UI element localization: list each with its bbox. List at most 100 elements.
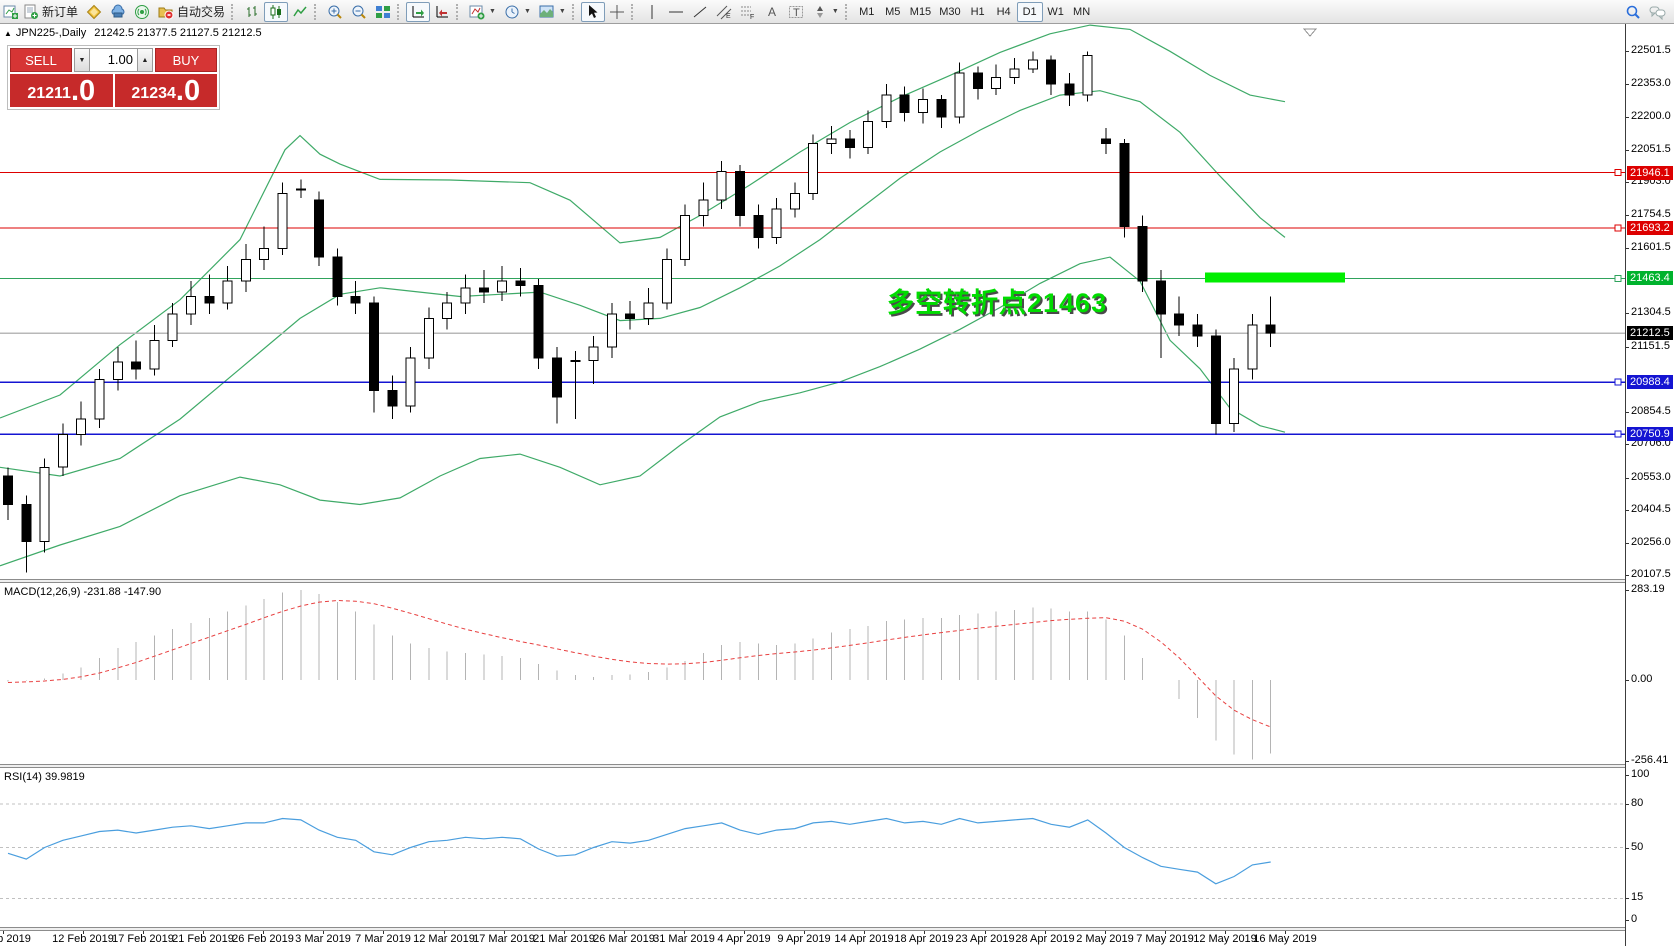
- strategy-tester-icon[interactable]: [134, 4, 150, 20]
- rsi-pane[interactable]: [0, 768, 1625, 927]
- autotrading-icon: [158, 4, 174, 20]
- chevron-down-icon: ▼: [558, 8, 566, 15]
- price-level-label[interactable]: 21212.5: [1627, 326, 1673, 340]
- date-tick: [383, 931, 384, 934]
- axis-tick: [1626, 313, 1629, 314]
- search-button[interactable]: [1621, 2, 1645, 22]
- trendline-button[interactable]: [688, 2, 712, 22]
- buy-price[interactable]: 21234.0: [114, 74, 217, 107]
- date-tick: [564, 931, 565, 934]
- svg-text:F: F: [750, 14, 754, 20]
- timeframe-m15[interactable]: M15: [909, 5, 932, 18]
- chat-button[interactable]: [1645, 2, 1671, 22]
- svg-text:T: T: [793, 7, 800, 19]
- horizontal-line-button[interactable]: [664, 2, 688, 22]
- timeframe-m30[interactable]: M30: [939, 5, 961, 18]
- collapse-triangle-icon[interactable]: ▲: [4, 29, 12, 38]
- macd-pane[interactable]: [0, 583, 1625, 764]
- price-level-label[interactable]: 21463.4: [1627, 271, 1673, 285]
- date-tick: [444, 931, 445, 934]
- volume-decrease-button[interactable]: ▼: [74, 48, 90, 72]
- price-tick-label: 21754.5: [1631, 208, 1671, 220]
- date-label: 18 Apr 2019: [894, 933, 954, 945]
- chevron-down-icon: ▼: [489, 8, 496, 15]
- timeframe-d1[interactable]: D1: [1016, 1, 1043, 22]
- metaeditor-icon[interactable]: [86, 4, 102, 20]
- volume-increase-button[interactable]: ▲: [137, 48, 153, 72]
- date-label: 12 Feb 2019: [52, 933, 114, 945]
- buy-button[interactable]: BUY: [155, 48, 217, 72]
- indicators-dropdown[interactable]: ▼: [465, 2, 500, 22]
- autotrading-button[interactable]: 自动交易: [154, 2, 229, 22]
- axis-tick: [1626, 898, 1629, 899]
- pane-divider[interactable]: [0, 764, 1674, 768]
- chart-window: ▲ JPN225-,Daily 21242.5 21377.5 21127.5 21…: [0, 24, 1674, 946]
- date-tick: [684, 931, 685, 934]
- price-level-label[interactable]: 21693.2: [1627, 221, 1673, 235]
- auto-scroll-button[interactable]: [406, 1, 431, 22]
- cursor-button[interactable]: [580, 1, 605, 22]
- templates-dropdown[interactable]: ▼: [535, 2, 570, 22]
- text-label-button[interactable]: T: [784, 2, 808, 22]
- date-label: 26 Feb 2019: [232, 933, 294, 945]
- pane-divider[interactable]: [0, 927, 1674, 931]
- crosshair-button[interactable]: [605, 2, 629, 22]
- price-tick-label: 22051.5: [1631, 143, 1671, 155]
- periods-dropdown[interactable]: ▼: [500, 2, 535, 22]
- sell-button[interactable]: SELL: [10, 48, 72, 72]
- timeframe-m5[interactable]: M5: [885, 5, 901, 18]
- timeframe-h1[interactable]: H1: [970, 5, 985, 18]
- chart-shift-button[interactable]: [430, 2, 454, 22]
- price-level-label[interactable]: 20750.9: [1627, 427, 1673, 441]
- axis-tick: [1626, 920, 1629, 921]
- vertical-line-button[interactable]: [640, 2, 664, 22]
- chevron-down-icon: ▼: [831, 8, 839, 15]
- axis-tick: [1626, 775, 1629, 776]
- tile-windows-button[interactable]: [371, 2, 395, 22]
- equidistant-channel-button[interactable]: E: [712, 2, 736, 22]
- timeframe-w1[interactable]: W1: [1047, 5, 1064, 18]
- price-level-label[interactable]: 20988.4: [1627, 375, 1673, 389]
- fibonacci-button[interactable]: F: [736, 2, 760, 22]
- main-chart-pane[interactable]: [0, 24, 1625, 579]
- price-level-label[interactable]: 21946.1: [1627, 166, 1673, 180]
- timeframe-m1[interactable]: M1: [859, 5, 875, 18]
- pane-divider[interactable]: [0, 579, 1674, 583]
- zoom-in-button[interactable]: [323, 2, 347, 22]
- rsi-tick-label: 0: [1631, 913, 1638, 925]
- new-order-button[interactable]: 新订单: [19, 2, 82, 22]
- volume-value[interactable]: 1.00: [90, 48, 137, 72]
- new-chart-icon[interactable]: [3, 4, 19, 20]
- line-chart-button[interactable]: [288, 2, 312, 22]
- sell-price[interactable]: 21211.0: [10, 74, 113, 107]
- date-tick: [1105, 931, 1106, 934]
- text-button[interactable]: A: [760, 2, 784, 22]
- zoom-out-button[interactable]: [347, 2, 371, 22]
- toolbar-grip: [397, 3, 401, 20]
- date-tick: [323, 931, 324, 934]
- date-label: 12 Mar 2019: [413, 933, 475, 945]
- bar-chart-button[interactable]: [240, 2, 264, 22]
- price-axis[interactable]: 22501.5 22353.0 22200.0 22051.5 21903.0 21754…: [1625, 24, 1674, 946]
- timeframe-mn[interactable]: MN: [1073, 5, 1091, 18]
- arrows-dropdown[interactable]: ▼: [808, 2, 843, 22]
- date-label: 21 Feb 2019: [172, 933, 234, 945]
- timeframe-h4[interactable]: H4: [996, 5, 1011, 18]
- price-tick-label: 21601.5: [1631, 241, 1671, 253]
- date-label: 7 Mar 2019: [355, 933, 411, 945]
- toolbar-grip: [231, 3, 235, 20]
- autotrading-label: 自动交易: [177, 5, 226, 19]
- date-tick: [744, 931, 745, 934]
- date-label: 7 Feb 2019: [0, 933, 31, 945]
- date-tick: [504, 931, 505, 934]
- price-tick-label: 21151.5: [1631, 340, 1670, 352]
- terminal-icon[interactable]: [110, 4, 126, 20]
- annotation-text[interactable]: 多空转折点21463: [887, 288, 1108, 318]
- main-toolbar: 新订单 自动交易 ▼: [0, 0, 1674, 24]
- axis-tick: [1626, 51, 1629, 52]
- date-tick: [1285, 931, 1286, 934]
- candlestick-chart-button[interactable]: [264, 1, 289, 22]
- price-tick-label: 20107.5: [1631, 568, 1671, 580]
- date-label: 3 Mar 2019: [295, 933, 351, 945]
